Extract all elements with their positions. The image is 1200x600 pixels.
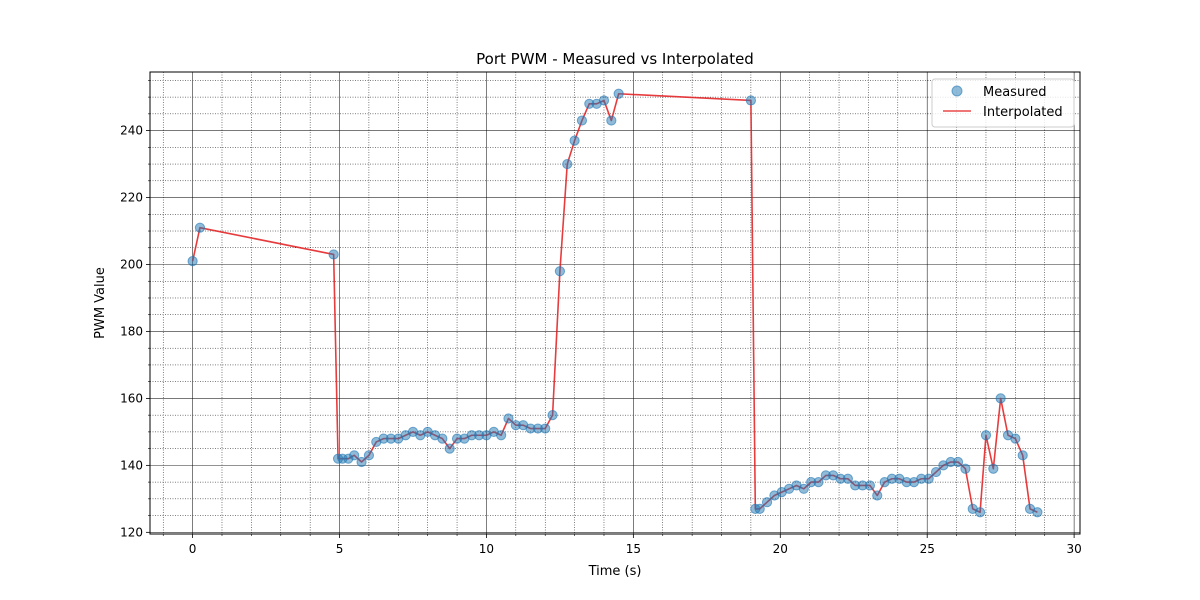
x-axis-label: Time (s) (588, 564, 642, 579)
legend-box (931, 78, 1075, 128)
measured-point (960, 463, 971, 474)
measured-point (363, 450, 375, 461)
legend-marker-measured (951, 85, 963, 97)
y-tick-label: 120 (120, 525, 143, 539)
y-tick-label: 180 (120, 324, 143, 338)
legend-label-interpolated: Interpolated (983, 105, 1063, 120)
x-axis-ticks: 0 5 10 15 20 25 30 (162, 534, 1082, 556)
measured-point (798, 483, 809, 494)
measured-point (842, 473, 853, 484)
measured-point (745, 95, 757, 106)
x-tick-label: 5 (336, 542, 344, 556)
x-tick-label: 10 (479, 542, 494, 556)
y-axis-label: PWM Value (93, 267, 108, 339)
measured-point (872, 490, 883, 501)
measured-point (547, 410, 558, 421)
measured-point (754, 503, 765, 514)
measured-point (194, 222, 206, 233)
measured-point (187, 256, 198, 267)
x-tick-label: 15 (626, 542, 641, 556)
measured-point (980, 430, 992, 441)
measured-point (761, 497, 773, 508)
measured-point (995, 393, 1006, 404)
major-grid (150, 72, 1080, 534)
measured-point (503, 413, 514, 424)
measured-series (187, 88, 1043, 518)
y-tick-label: 160 (120, 391, 143, 405)
y-tick-label: 240 (120, 124, 143, 138)
y-tick-label: 140 (120, 458, 143, 472)
x-tick-label: 20 (773, 542, 788, 556)
measured-point (540, 423, 551, 434)
x-tick-label: 30 (1066, 542, 1081, 556)
measured-point (598, 95, 610, 106)
legend-label-measured: Measured (983, 85, 1047, 100)
measured-point (437, 433, 448, 444)
measured-point (562, 158, 573, 170)
measured-point (1010, 433, 1021, 444)
measured-point (974, 507, 986, 518)
measured-point (328, 249, 339, 260)
measured-point (613, 88, 624, 99)
measured-point (569, 135, 580, 146)
chart-title: Port PWM - Measured vs Interpolated (476, 50, 754, 68)
measured-point (1017, 450, 1028, 461)
measured-point (349, 450, 360, 461)
y-axis-ticks: 120 140 160 180 200 220 240 (120, 80, 150, 539)
measured-point (930, 466, 942, 478)
x-tick-label: 0 (189, 542, 197, 556)
x-tick-label: 25 (920, 542, 935, 556)
measured-point (988, 463, 999, 474)
measured-point (813, 477, 824, 488)
minor-grid (150, 72, 1080, 534)
measured-point (606, 115, 617, 126)
measured-point (952, 456, 964, 468)
plot-frame (149, 71, 1081, 535)
measured-point (1032, 507, 1043, 518)
measured-point (554, 266, 566, 277)
measured-point (496, 430, 507, 441)
measured-point (356, 456, 367, 468)
y-tick-label: 200 (120, 258, 143, 272)
measured-point (576, 115, 588, 126)
y-tick-label: 220 (120, 191, 143, 205)
measured-point (923, 473, 934, 484)
measured-point (444, 443, 455, 454)
measured-point (864, 480, 876, 491)
legend: Measured Interpolated (931, 78, 1075, 128)
